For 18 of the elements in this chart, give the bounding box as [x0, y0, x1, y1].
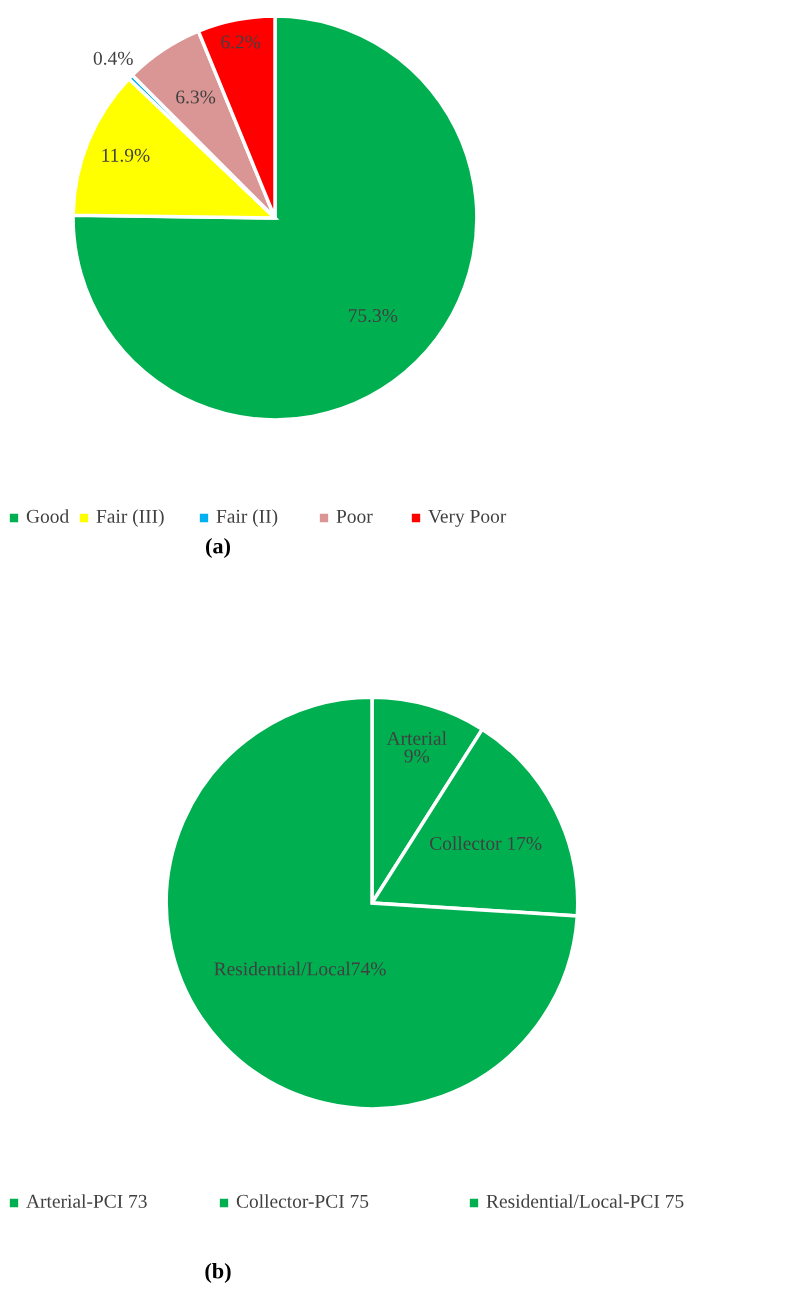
text: (a) — [206, 537, 230, 559]
text: (b) — [205, 1262, 231, 1284]
legend-label: Fair (III) — [96, 509, 164, 527]
legend-label: Residential/Local-PCI 75 — [486, 1194, 684, 1208]
data-label: 6.2% — [221, 35, 261, 49]
legend-label: Arterial-PCI 73 — [26, 1194, 147, 1208]
legend-label: Poor — [336, 509, 373, 523]
legend-label: Fair (II) — [216, 509, 278, 527]
data-label: 0.4% — [93, 51, 133, 65]
data-label: 75.3% — [348, 308, 398, 323]
legend-label: Good — [26, 509, 69, 523]
data-label: Residential/Local74% — [214, 961, 386, 976]
data-label: 6.3% — [176, 90, 216, 104]
legend-label: Collector-PCI 75 — [236, 1194, 369, 1208]
legend-label: Very Poor — [428, 509, 507, 527]
data-label: Arterial 9% — [386, 731, 447, 763]
data-label: 11.9% — [102, 148, 150, 162]
data-label: Collector 17% — [430, 836, 542, 851]
